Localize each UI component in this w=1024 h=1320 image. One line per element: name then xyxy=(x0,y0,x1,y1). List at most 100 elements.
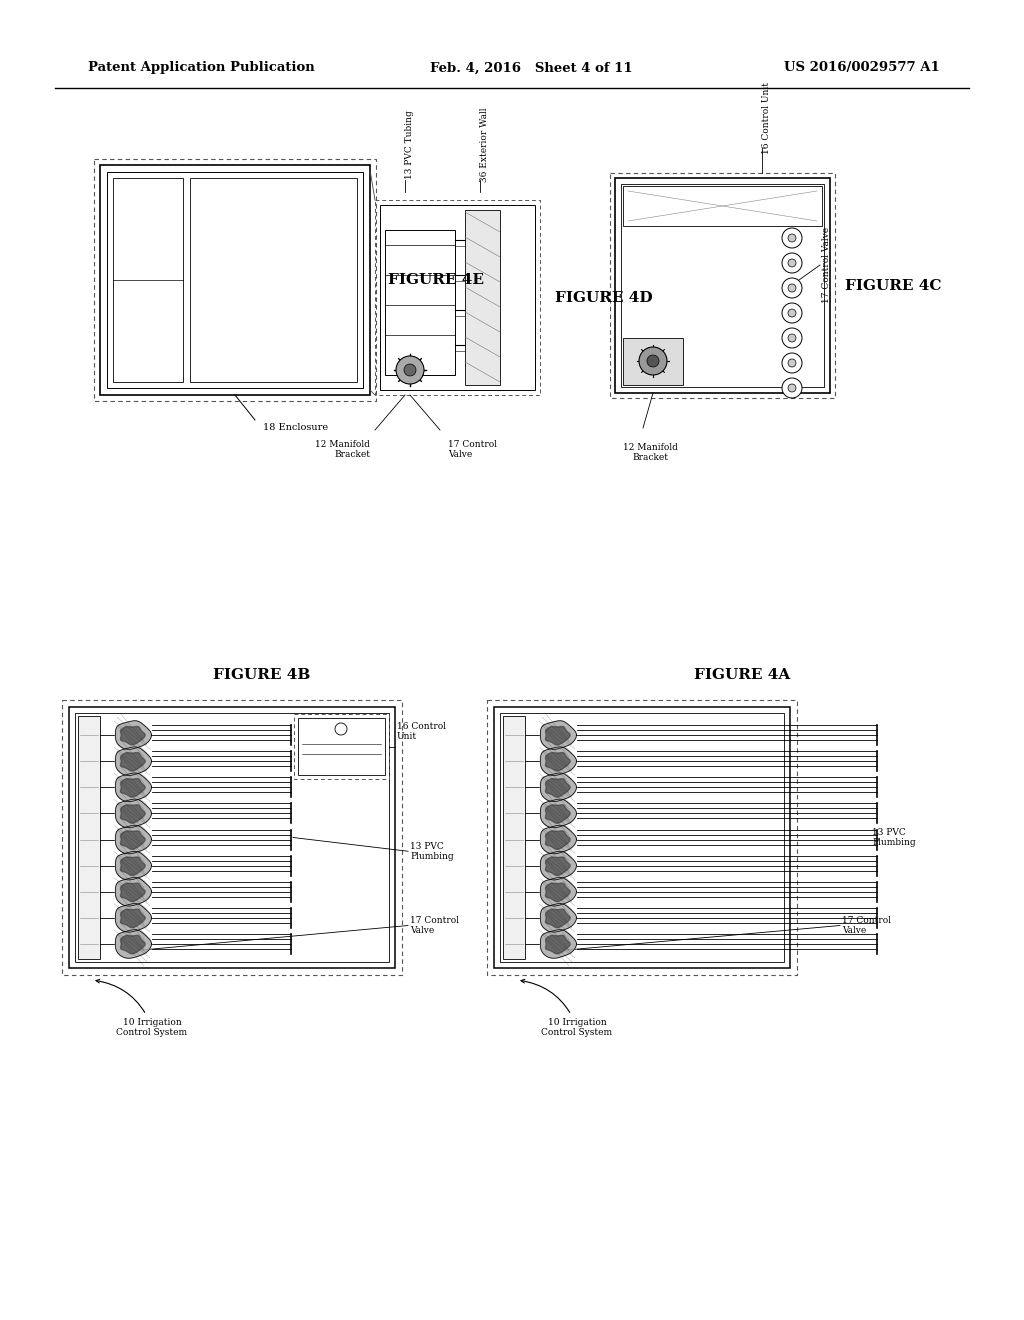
Bar xyxy=(94,158,376,401)
Polygon shape xyxy=(546,752,570,771)
Polygon shape xyxy=(541,825,577,854)
Polygon shape xyxy=(541,799,577,828)
Polygon shape xyxy=(121,805,145,824)
Polygon shape xyxy=(116,721,152,750)
Polygon shape xyxy=(121,883,145,902)
Circle shape xyxy=(782,304,802,323)
Bar xyxy=(100,165,370,395)
Polygon shape xyxy=(121,726,145,744)
Text: 16 Control
Unit: 16 Control Unit xyxy=(397,722,446,742)
Bar xyxy=(294,714,389,779)
Polygon shape xyxy=(546,830,570,849)
Text: FIGURE 4B: FIGURE 4B xyxy=(213,668,310,682)
Polygon shape xyxy=(121,909,145,928)
Circle shape xyxy=(788,334,796,342)
Bar xyxy=(487,700,797,975)
Polygon shape xyxy=(541,903,577,932)
Bar xyxy=(106,172,362,388)
Polygon shape xyxy=(541,878,577,906)
Text: 17 Control
Valve: 17 Control Valve xyxy=(410,916,459,935)
Text: 10 Irrigation
Control System: 10 Irrigation Control System xyxy=(96,979,187,1038)
Text: Feb. 4, 2016   Sheet 4 of 11: Feb. 4, 2016 Sheet 4 of 11 xyxy=(430,62,633,74)
Polygon shape xyxy=(546,909,570,928)
Polygon shape xyxy=(121,936,145,954)
Polygon shape xyxy=(546,726,570,744)
Bar xyxy=(190,178,357,381)
Circle shape xyxy=(396,356,424,384)
Circle shape xyxy=(639,347,667,375)
Polygon shape xyxy=(546,883,570,902)
Text: 17 Control Valve: 17 Control Valve xyxy=(822,227,831,304)
Polygon shape xyxy=(541,851,577,880)
Circle shape xyxy=(404,364,416,376)
Text: 13 PVC Tubing: 13 PVC Tubing xyxy=(406,111,414,180)
Bar xyxy=(623,186,822,226)
Bar xyxy=(78,715,100,960)
Polygon shape xyxy=(116,929,152,958)
Bar xyxy=(380,205,535,389)
Polygon shape xyxy=(546,936,570,954)
Bar xyxy=(503,715,525,960)
Text: FIGURE 4C: FIGURE 4C xyxy=(845,279,941,293)
Text: 12 Manifold
Bracket: 12 Manifold Bracket xyxy=(623,444,678,462)
Text: 13 PVC
Plumbing: 13 PVC Plumbing xyxy=(872,828,915,847)
Circle shape xyxy=(788,284,796,292)
Polygon shape xyxy=(116,851,152,880)
Bar xyxy=(494,708,790,968)
Text: 12 Manifold
Bracket: 12 Manifold Bracket xyxy=(315,440,370,459)
Polygon shape xyxy=(116,878,152,906)
Bar xyxy=(298,718,385,775)
Text: 17 Control
Valve: 17 Control Valve xyxy=(842,916,891,935)
Polygon shape xyxy=(546,857,570,875)
Circle shape xyxy=(782,352,802,374)
Circle shape xyxy=(788,234,796,242)
Circle shape xyxy=(782,228,802,248)
Text: 16 Control Unit: 16 Control Unit xyxy=(762,82,771,154)
Polygon shape xyxy=(541,747,577,775)
Bar xyxy=(69,708,395,968)
Circle shape xyxy=(782,378,802,399)
Circle shape xyxy=(788,309,796,317)
Bar xyxy=(375,201,540,395)
Text: 10 Irrigation
Control System: 10 Irrigation Control System xyxy=(521,979,612,1038)
Polygon shape xyxy=(546,779,570,797)
Bar xyxy=(113,178,183,381)
Text: FIGURE 4D: FIGURE 4D xyxy=(555,290,652,305)
Polygon shape xyxy=(116,774,152,801)
Polygon shape xyxy=(121,830,145,849)
Text: FIGURE 4A: FIGURE 4A xyxy=(694,668,791,682)
Circle shape xyxy=(788,384,796,392)
Circle shape xyxy=(782,327,802,348)
Polygon shape xyxy=(541,721,577,750)
Circle shape xyxy=(782,253,802,273)
Bar xyxy=(75,713,389,962)
Polygon shape xyxy=(116,903,152,932)
Bar xyxy=(500,713,784,962)
Circle shape xyxy=(647,355,659,367)
Text: US 2016/0029577 A1: US 2016/0029577 A1 xyxy=(784,62,940,74)
Text: 36 Exterior Wall: 36 Exterior Wall xyxy=(480,108,489,182)
Circle shape xyxy=(788,359,796,367)
Polygon shape xyxy=(546,805,570,824)
Bar xyxy=(62,700,402,975)
Polygon shape xyxy=(121,752,145,771)
Text: 13 PVC
Plumbing: 13 PVC Plumbing xyxy=(410,842,454,861)
Bar xyxy=(615,178,830,393)
Bar xyxy=(610,173,835,399)
Polygon shape xyxy=(121,779,145,797)
Text: FIGURE 4E: FIGURE 4E xyxy=(388,273,484,286)
Bar xyxy=(621,183,824,387)
Bar xyxy=(623,338,683,385)
Bar xyxy=(465,210,500,385)
Circle shape xyxy=(788,259,796,267)
Bar xyxy=(385,230,455,375)
Polygon shape xyxy=(541,774,577,801)
Text: Patent Application Publication: Patent Application Publication xyxy=(88,62,314,74)
Polygon shape xyxy=(116,747,152,775)
Text: 18 Enclosure: 18 Enclosure xyxy=(263,422,328,432)
Polygon shape xyxy=(116,799,152,828)
Circle shape xyxy=(782,279,802,298)
Text: 17 Control
Valve: 17 Control Valve xyxy=(449,440,497,459)
Polygon shape xyxy=(541,929,577,958)
Polygon shape xyxy=(121,857,145,875)
